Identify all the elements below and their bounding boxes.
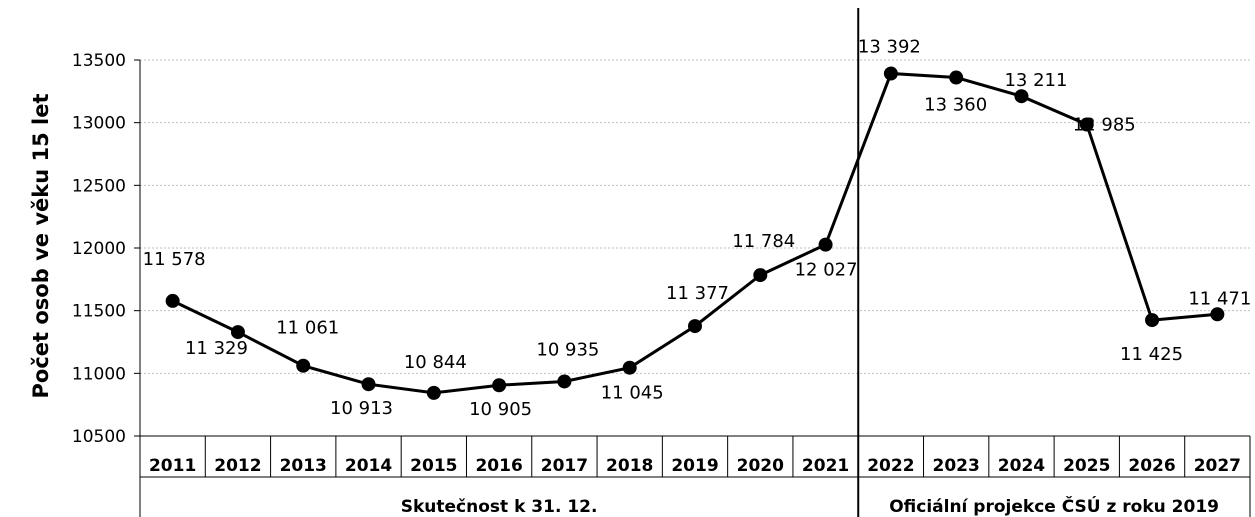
y-tick-label: 11500 [72, 302, 126, 322]
period-label: Skutečnost k 31. 12. [401, 497, 598, 517]
data-point [557, 374, 572, 389]
x-tick-label: 2027 [1194, 456, 1241, 476]
data-point [818, 237, 833, 252]
x-tick-label: 2026 [1128, 456, 1175, 476]
y-tick-label: 13500 [72, 51, 126, 71]
y-axis-label: Počet osob ve věku 15 let [29, 94, 53, 399]
data-point [296, 358, 311, 373]
data-point [230, 325, 245, 340]
data-points [165, 66, 1225, 400]
x-tick-label: 2019 [671, 456, 718, 476]
x-tick-label: 2018 [606, 456, 653, 476]
data-point [1014, 89, 1029, 104]
series-line [171, 71, 1218, 395]
x-tick-label: 2014 [345, 456, 392, 476]
x-tick-label: 2021 [802, 456, 849, 476]
y-tick-label: 11000 [72, 364, 126, 384]
data-label: 11 329 [185, 338, 248, 359]
data-point [492, 378, 507, 393]
data-label: 11 425 [1120, 344, 1183, 365]
data-label: 10 935 [536, 339, 599, 360]
data-label: 10 905 [469, 399, 532, 420]
data-point [949, 70, 964, 85]
x-tick-label: 2016 [475, 456, 522, 476]
y-tick-label: 10500 [72, 427, 126, 447]
y-tick-label: 12000 [72, 239, 126, 259]
data-label: 11 045 [601, 383, 664, 404]
data-label: 10 913 [330, 398, 393, 419]
data-point [361, 377, 376, 392]
y-tick-label: 12500 [72, 176, 126, 196]
data-point [688, 319, 702, 334]
x-tick-label: 2012 [214, 456, 261, 476]
data-point [883, 66, 898, 81]
data-label: 11 471 [1188, 288, 1251, 309]
data-point [1210, 307, 1225, 322]
data-label: 13 360 [924, 95, 987, 116]
data-label: 13 211 [1004, 70, 1067, 91]
data-point [1145, 313, 1160, 328]
gridlines [140, 59, 1250, 374]
x-tick-label: 2011 [149, 456, 196, 476]
x-tick-label: 2013 [280, 456, 327, 476]
data-label: 12 027 [795, 260, 858, 281]
data-label: 11 061 [276, 318, 339, 339]
x-tick-label: 2025 [1063, 456, 1110, 476]
data-label: 13 392 [858, 37, 921, 58]
period-label: Oficiální projekce ČSÚ z roku 2019 [889, 495, 1219, 517]
data-labels: 11 578 11 329 11 061 10 913 10 844 10 905 10 9… [143, 37, 1252, 421]
x-tick-label: 2017 [541, 456, 588, 476]
data-label: 11 784 [732, 231, 795, 252]
data-point [753, 268, 768, 283]
axes [134, 59, 1251, 517]
period-groups: Skutečnost k 31. 12. Oficiální projekce Č… [401, 8, 1219, 517]
x-tick-label: 2022 [867, 456, 914, 476]
x-tick-label: 2015 [410, 456, 457, 476]
x-tick-label: 2023 [933, 456, 980, 476]
data-point [165, 293, 180, 308]
data-label: 12 985 [1073, 115, 1136, 136]
data-label: 11 377 [666, 283, 729, 304]
x-tick-label: 2024 [998, 456, 1045, 476]
y-tick-label: 13000 [72, 114, 126, 134]
x-tick-label: 2020 [737, 456, 784, 476]
data-point [622, 360, 637, 375]
y-tick-labels: 10500 11000 11500 12000 12500 13000 13500 [72, 51, 126, 447]
data-label: 11 578 [143, 249, 206, 270]
x-tick-labels: 2011 2012 2013 2014 2015 2016 2017 2018 2019 2020… [149, 456, 1241, 476]
data-label: 10 844 [404, 352, 467, 373]
data-point [426, 385, 441, 400]
data-point [1079, 117, 1094, 132]
